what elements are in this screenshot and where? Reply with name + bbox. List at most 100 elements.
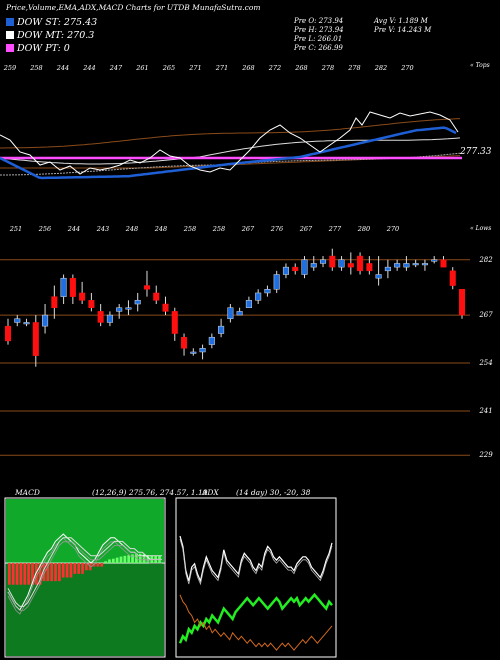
- ema-bottom-label: 243: [96, 225, 109, 233]
- macd-histogram-bar: [23, 563, 27, 585]
- adx-frame: [175, 497, 337, 658]
- ema-bottom-label: 276: [270, 225, 283, 233]
- adx-title: ADX: [202, 488, 219, 497]
- candle-body: [449, 270, 456, 286]
- ema-top-label: 271: [188, 64, 201, 72]
- macd-histogram-bar: [142, 554, 146, 564]
- macd-histogram-bar: [54, 563, 57, 582]
- legend-dow-st: DOW ST: 275.43: [6, 17, 97, 28]
- macd-histogram-bar: [42, 563, 46, 582]
- candle-body: [218, 325, 225, 334]
- macd-histogram-bar: [19, 563, 23, 585]
- macd-histogram-bar: [81, 563, 84, 574]
- candle-body: [431, 259, 438, 262]
- ema-bottom-label: 251: [9, 225, 22, 233]
- ema-current-value: 277.33: [460, 147, 492, 157]
- ema-bottom-label: 258: [212, 225, 225, 233]
- macd-histogram-bar: [77, 563, 80, 574]
- ema-top-label: 272: [268, 64, 281, 72]
- ema-bottom-label: 267: [241, 225, 255, 233]
- dow-st-line: [0, 126, 457, 180]
- adx-line: [179, 594, 333, 651]
- candle-body: [171, 311, 178, 334]
- ema-top-label: 244: [56, 64, 69, 72]
- ema-top-label: 244: [82, 64, 95, 72]
- candle-body: [32, 322, 39, 356]
- avg-volume: Avg V: 1.189 M: [374, 17, 428, 25]
- candle-body: [190, 351, 197, 354]
- candle-body: [116, 307, 123, 312]
- candle-body: [60, 277, 67, 297]
- macd-upper-fill: [6, 499, 164, 564]
- macd-histogram-bar: [58, 563, 61, 582]
- ema-top-label: 261: [135, 64, 148, 72]
- candle-body: [125, 307, 132, 310]
- price-line: [0, 111, 459, 175]
- ema-bottom-label: 277: [328, 225, 342, 233]
- ema-top-label: 265: [162, 64, 175, 72]
- candle-body: [69, 277, 76, 297]
- macd-histogram-bar: [111, 558, 115, 564]
- macd-histogram-bar: [146, 555, 150, 564]
- macd-histogram-bar: [85, 563, 88, 571]
- price-tick-label: 254: [478, 359, 492, 367]
- macd-histogram-bar: [138, 553, 142, 564]
- candle-body: [79, 292, 86, 301]
- ohlc-high: Pre H: 273.94: [294, 26, 344, 34]
- ema-bottom-label: 267: [299, 225, 313, 233]
- candle-body: [375, 274, 382, 279]
- macd-params: (12,26,9) 275.76, 274.57, 1.19: [92, 488, 208, 497]
- candle-body: [458, 289, 466, 316]
- macd-histogram-bar: [11, 563, 15, 585]
- candle-body: [403, 263, 410, 268]
- macd-histogram-bar: [127, 555, 131, 564]
- macd-histogram-bar: [100, 563, 104, 567]
- macd-histogram-bar: [34, 563, 38, 585]
- legend-dow-st-label: DOW ST: 275.43: [17, 17, 98, 28]
- macd-histogram-bar: [50, 563, 54, 582]
- adx-params: (14 day) 30, -20, 38: [236, 488, 311, 497]
- candle-body: [208, 336, 215, 345]
- macd-signal-shadow: [7, 541, 162, 611]
- candle-body: [310, 263, 317, 268]
- candle-body: [319, 259, 327, 264]
- candle-body: [162, 303, 169, 312]
- candle-body: [143, 285, 151, 290]
- candle-body: [23, 322, 30, 325]
- ema-bottom-label: 248: [154, 225, 167, 233]
- candle-body: [4, 325, 12, 342]
- ema-top-label: 268: [294, 64, 307, 72]
- adx-line-shadow: [179, 538, 333, 586]
- ema-line-white: [0, 137, 461, 165]
- candle-body: [347, 263, 354, 268]
- candle-body: [440, 259, 447, 268]
- ema-bottom-label: 256: [38, 225, 51, 233]
- ema-top-label: 259: [3, 64, 16, 72]
- macd-histogram-bar: [115, 557, 119, 564]
- candle-body: [264, 289, 271, 294]
- candle-body: [106, 314, 113, 323]
- ema-top-label: 258: [29, 64, 42, 72]
- macd-histogram-bar: [108, 559, 111, 564]
- candle-body: [384, 266, 391, 272]
- ohlc-low: Pre L: 266.01: [294, 35, 343, 43]
- legend-swatch: [6, 18, 14, 26]
- price-tick-label: 241: [478, 407, 492, 415]
- ohlc-close: Pre C: 266.99: [294, 44, 343, 52]
- legend-dow-pt-label: DOW PT: 0: [17, 43, 70, 54]
- macd-histogram-bar: [15, 563, 19, 585]
- legend-dow-mt: DOW MT: 270.3: [6, 30, 94, 41]
- ema-line-dotted: [0, 152, 461, 176]
- chart-title: Price,Volume,EMA,ADX,MACD Charts for UTD…: [6, 3, 261, 12]
- candle-body: [97, 311, 104, 323]
- candle-body: [245, 300, 252, 308]
- ema-top-label: 278: [321, 64, 334, 72]
- candle-body: [292, 266, 299, 272]
- legend-swatch: [6, 31, 14, 39]
- macd-histogram-bar: [73, 563, 77, 574]
- candle-body: [329, 255, 336, 268]
- candle-body: [273, 274, 280, 290]
- candle-body: [366, 263, 373, 272]
- candle-body: [412, 263, 419, 266]
